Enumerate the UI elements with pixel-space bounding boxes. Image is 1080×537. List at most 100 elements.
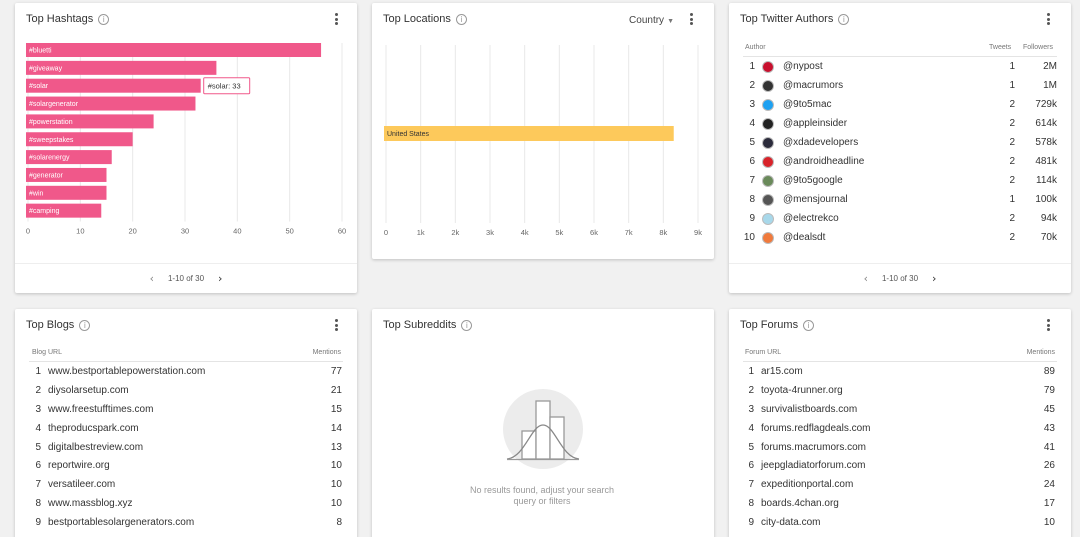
blog-row[interactable]: 5 digitalbestreview.com 13 (23, 438, 342, 457)
info-icon[interactable]: i (461, 319, 473, 331)
author-handle[interactable]: @9to5mac (783, 99, 832, 110)
author-handle[interactable]: @9to5google (783, 175, 843, 186)
blog-row[interactable]: 8 www.massblog.xyz 10 (23, 494, 342, 513)
blog-row[interactable]: 1 www.bestportablepowerstation.com 77 (23, 362, 342, 381)
more-options-icon[interactable] (331, 12, 341, 26)
hashtag-bar[interactable] (26, 96, 196, 111)
author-handle[interactable]: @macrumors (783, 80, 844, 91)
hashtag-bar[interactable] (26, 150, 112, 165)
hashtag-bar[interactable] (26, 43, 322, 57)
author-handle[interactable]: @appleinsider (783, 118, 848, 129)
twitter-author-row[interactable]: 1 @nypost 1 2M (737, 57, 1057, 76)
site-url[interactable]: www.massblog.xyz (48, 498, 133, 510)
forum-row[interactable]: 6 jeepgladiatorforum.com 26 (736, 456, 1055, 475)
avatar (762, 98, 774, 111)
hashtag-bar[interactable] (26, 167, 107, 182)
blog-row[interactable]: 9 bestportablesolargenerators.com 8 (23, 513, 342, 532)
hashtag-bar[interactable] (26, 114, 154, 129)
site-url[interactable]: toyota-4runner.org (761, 384, 843, 396)
rank: 4 (35, 422, 41, 434)
top-locations-card: Top Locations i Country ▼ 0 1k 2k 3k 4k 5k 6k 7k… (372, 3, 714, 259)
twitter-author-row[interactable]: 2 @macrumors 1 1M (737, 76, 1057, 95)
mention-count: 10 (330, 498, 342, 510)
forum-row[interactable]: 7 expeditionportal.com 24 (736, 475, 1055, 494)
next-page-icon[interactable]: › (218, 272, 223, 285)
author-handle[interactable]: @androidheadline (783, 156, 865, 167)
hashtag-bar[interactable] (26, 185, 107, 200)
site-url[interactable]: city-data.com (761, 517, 821, 529)
forum-row[interactable]: 9 city-data.com 10 (736, 513, 1055, 532)
next-page-icon[interactable]: › (932, 272, 937, 285)
site-url[interactable]: survivalistboards.com (761, 403, 858, 415)
rank: 8 (35, 498, 41, 510)
more-options-icon[interactable] (1043, 318, 1053, 332)
info-icon[interactable]: i (79, 319, 91, 331)
site-url[interactable]: expeditionportal.com (761, 479, 854, 491)
tweet-count: 2 (1009, 99, 1015, 110)
forum-row[interactable]: 2 toyota-4runner.org 79 (736, 381, 1055, 400)
hashtag-bar[interactable] (26, 60, 217, 75)
site-url[interactable]: www.freestufftimes.com (48, 403, 154, 415)
twitter-author-row[interactable]: 3 @9to5mac 2 729k (737, 95, 1057, 114)
blog-row[interactable]: 6 reportwire.org 10 (23, 456, 342, 475)
blog-row[interactable]: 3 www.freestufftimes.com 15 (23, 400, 342, 419)
hashtag-bar[interactable] (26, 78, 201, 93)
author-handle[interactable]: @nypost (783, 61, 823, 72)
blog-row[interactable]: 4 theproducspark.com 14 (23, 419, 342, 438)
blog-row[interactable]: 7 versatileer.com 10 (23, 475, 342, 494)
site-url[interactable]: versatileer.com (48, 479, 116, 491)
site-url[interactable]: diysolarsetup.com (48, 384, 129, 396)
twitter-author-row[interactable]: 6 @androidheadline 2 481k (737, 152, 1057, 171)
prev-page-icon[interactable]: ‹ (149, 272, 154, 285)
x-tick-label: 50 (285, 227, 293, 236)
site-url[interactable]: www.bestportablepowerstation.com (48, 365, 206, 377)
more-options-icon[interactable] (1043, 12, 1053, 26)
mentions-column-header: Mentions (1026, 349, 1055, 356)
country-dropdown[interactable]: Country ▼ (629, 15, 674, 26)
info-icon[interactable]: i (98, 13, 110, 25)
site-url[interactable]: boards.4chan.org (761, 498, 839, 510)
rank: 4 (748, 422, 754, 434)
rank: 2 (748, 384, 754, 396)
empty-message-line-1: No results found, adjust your search (469, 485, 615, 495)
site-url[interactable]: forums.macrumors.com (761, 441, 867, 453)
mention-count: 77 (330, 365, 342, 377)
author-handle[interactable]: @dealsdt (783, 232, 826, 243)
forum-row[interactable]: 8 boards.4chan.org 17 (736, 494, 1055, 513)
blog-row[interactable]: 2 diysolarsetup.com 21 (23, 381, 342, 400)
forum-row[interactable]: 1 ar15.com 89 (736, 362, 1055, 381)
forum-row[interactable]: 5 forums.macrumors.com 41 (736, 438, 1055, 457)
more-options-icon[interactable] (686, 12, 696, 26)
twitter-authors-list: 1 @nypost 1 2M 2 @macrumors 1 1M 3 @9to5mac 2 729k 4… (737, 57, 1057, 247)
locations-bar-chart: 0 1k 2k 3k 4k 5k 6k 7k 8k 9k United States (384, 45, 702, 237)
forum-row[interactable]: 3 survivalistboards.com 45 (736, 400, 1055, 419)
card-title: Top Subreddits (383, 319, 457, 331)
mention-count: 43 (1043, 422, 1055, 434)
twitter-author-row[interactable]: 4 @appleinsider 2 614k (737, 114, 1057, 133)
twitter-author-row[interactable]: 9 @electrekco 2 94k (737, 209, 1057, 228)
info-icon[interactable]: i (455, 13, 467, 25)
author-handle[interactable]: @electrekco (783, 213, 839, 224)
site-url[interactable]: jeepgladiatorforum.com (761, 460, 866, 472)
twitter-author-row[interactable]: 10 @dealsdt 2 70k (737, 228, 1057, 247)
location-bar[interactable] (384, 126, 674, 141)
site-url[interactable]: digitalbestreview.com (48, 441, 144, 453)
twitter-author-row[interactable]: 8 @mensjournal 1 100k (737, 190, 1057, 209)
author-handle[interactable]: @mensjournal (783, 194, 848, 205)
site-url[interactable]: ar15.com (761, 365, 803, 377)
prev-page-icon[interactable]: ‹ (863, 272, 868, 285)
author-handle[interactable]: @xdadevelopers (783, 137, 859, 148)
hashtag-bar[interactable] (26, 132, 133, 147)
hashtag-bar[interactable] (26, 203, 102, 218)
twitter-author-row[interactable]: 5 @xdadevelopers 2 578k (737, 133, 1057, 152)
more-options-icon[interactable] (331, 318, 341, 332)
twitter-author-row[interactable]: 7 @9to5google 2 114k (737, 171, 1057, 190)
info-icon[interactable]: i (803, 319, 815, 331)
site-url[interactable]: reportwire.org (48, 460, 110, 472)
site-url[interactable]: bestportablesolargenerators.com (48, 517, 195, 529)
forum-row[interactable]: 4 forums.redflagdeals.com 43 (736, 419, 1055, 438)
info-icon[interactable]: i (838, 13, 850, 25)
mention-count: 15 (330, 403, 342, 415)
site-url[interactable]: forums.redflagdeals.com (761, 422, 871, 434)
site-url[interactable]: theproducspark.com (48, 422, 139, 434)
